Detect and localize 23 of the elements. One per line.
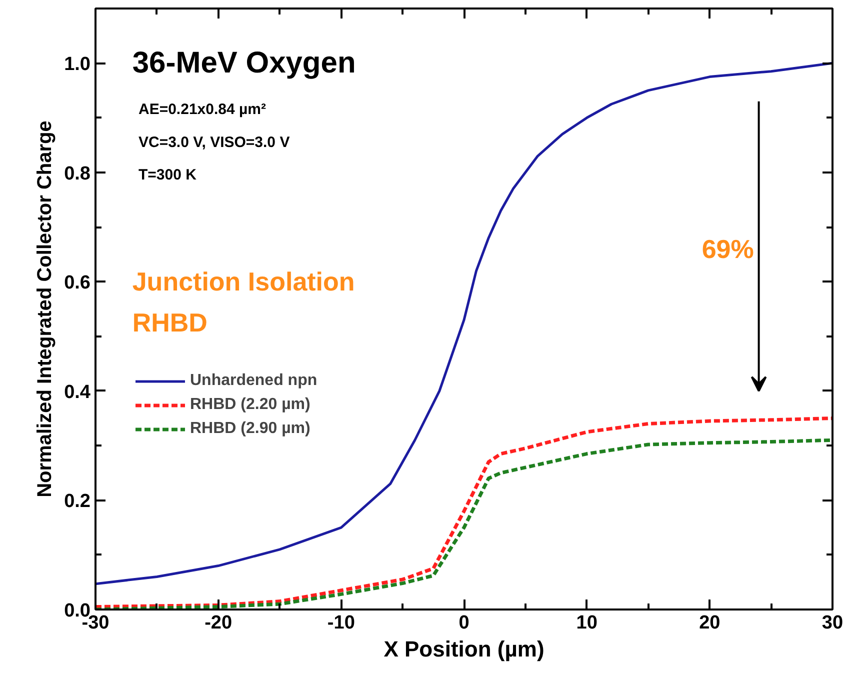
- legend-label: RHBD (2.20 µm): [190, 396, 310, 414]
- y-tick-label: 0.2: [64, 491, 91, 512]
- y-tick-label: 0.6: [64, 272, 91, 294]
- x-axis-title: X Position (µm): [384, 636, 544, 662]
- x-tick-label: 0: [458, 612, 470, 634]
- annotation: Junction Isolation: [132, 266, 355, 297]
- annotation: 69%: [702, 234, 754, 264]
- annotation: 36-MeV Oxygen: [132, 46, 356, 80]
- annotation: VC=3.0 V, VISO=3.0 V: [138, 134, 290, 151]
- x-tick-label: -20: [204, 612, 232, 634]
- x-tick-label: -10: [327, 612, 355, 634]
- annotation: T=300 K: [138, 166, 197, 184]
- legend-label: Unhardened npn: [190, 372, 318, 390]
- text: 1.0: [64, 54, 91, 76]
- legend-label: RHBD (2.90 µm): [190, 420, 310, 438]
- x-tick-label: 20: [699, 612, 720, 634]
- annotation: RHBD: [132, 308, 208, 338]
- x-tick-label: 10: [576, 612, 598, 634]
- annotation: AE=0.21x0.84 µm²: [138, 101, 266, 118]
- y-tick-label: 0.8: [64, 163, 91, 184]
- y-axis-title: Normalized Integrated Collector Charge: [34, 120, 56, 498]
- x-tick-label: 30: [822, 612, 844, 634]
- y-tick-label: 0.4: [64, 382, 91, 403]
